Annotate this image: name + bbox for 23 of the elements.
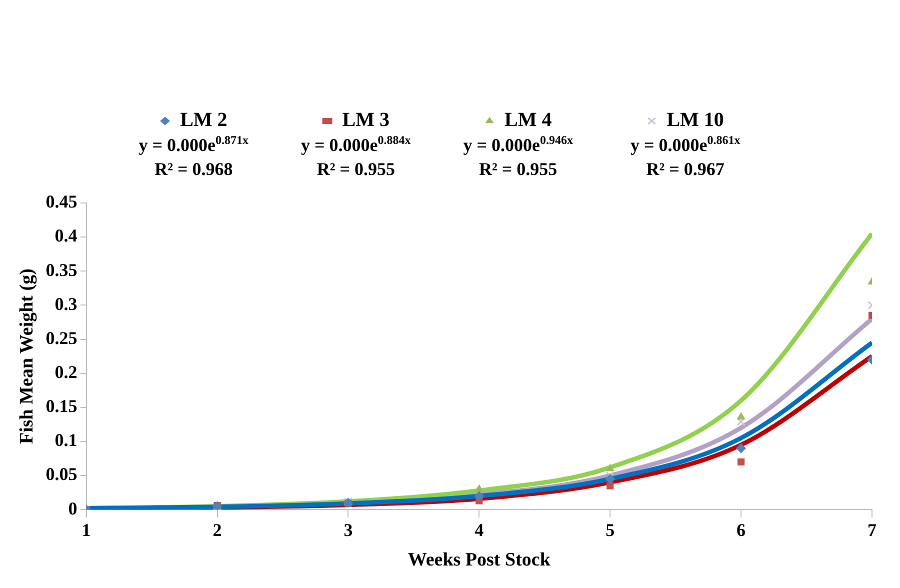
y-tick-label: 0 (68, 498, 78, 518)
y-tick-label: 0.15 (46, 396, 78, 416)
legend-label: LM 4 (504, 109, 552, 132)
legend-label: LM 10 (666, 109, 724, 132)
y-tick-label: 0.25 (46, 328, 78, 348)
legend-label: LM 3 (342, 109, 390, 132)
y-tick-label: 0.35 (46, 260, 78, 280)
x-tick-label: 4 (474, 520, 484, 540)
y-axis-title: Fish Mean Weight (g) (16, 268, 38, 444)
x-tick-label: 5 (606, 520, 615, 540)
legend-label: LM 2 (180, 109, 228, 132)
x-axis-title: Weeks Post Stock (408, 550, 551, 571)
x-tick-label: 3 (344, 520, 353, 540)
x-tick-label: 2 (212, 520, 222, 540)
y-tick-label: 0.3 (54, 294, 78, 314)
y-tick-label: 0.05 (46, 464, 78, 484)
x-tick-label: 1 (82, 520, 91, 540)
y-tick-label: 0.1 (54, 430, 78, 450)
y-tick-label: 0.45 (46, 192, 78, 212)
x-tick-label: 7 (868, 520, 876, 540)
y-tick-label: 0.2 (54, 362, 78, 382)
x-tick-label: 6 (736, 520, 746, 540)
y-tick-label: 0.4 (54, 226, 78, 246)
